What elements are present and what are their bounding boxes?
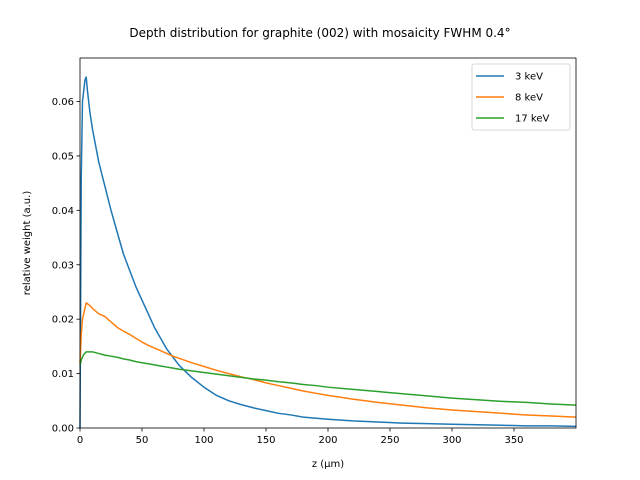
plot-lines — [79, 76, 577, 429]
x-axis-ticks: 0 50 100 150 200 250 300 350 — [77, 428, 524, 446]
y-tick-label: 0.05 — [52, 151, 74, 162]
y-axis-ticks: 0.00 0.01 0.02 0.03 0.04 0.05 0.06 — [52, 97, 80, 435]
legend-box — [471, 63, 571, 131]
y-tick-label: 0.00 — [52, 424, 74, 435]
x-tick-label: 50 — [136, 435, 149, 446]
legend: 3 keV 8 keV 17 keV — [471, 63, 571, 131]
series-line-1 — [79, 302, 577, 418]
y-tick-label: 0.06 — [52, 97, 74, 108]
series-line-0 — [79, 76, 577, 429]
series-line-2 — [79, 351, 577, 406]
x-tick-label: 350 — [504, 435, 523, 446]
x-tick-label: 100 — [194, 435, 213, 446]
legend-label-2: 17 keV — [515, 114, 549, 125]
x-tick-label: 200 — [318, 435, 337, 446]
chart-title: Depth distribution for graphite (002) wi… — [129, 26, 510, 40]
legend-label-0: 3 keV — [515, 72, 543, 83]
y-tick-label: 0.03 — [52, 260, 74, 271]
y-tick-label: 0.04 — [52, 206, 74, 217]
x-tick-label: 0 — [77, 435, 83, 446]
legend-label-1: 8 keV — [515, 93, 543, 104]
x-tick-label: 150 — [256, 435, 275, 446]
x-tick-label: 250 — [380, 435, 399, 446]
y-tick-label: 0.01 — [52, 369, 74, 380]
y-axis-label: relative weight (a.u.) — [22, 191, 33, 296]
x-axis-label: z (µm) — [312, 459, 344, 470]
y-tick-label: 0.02 — [52, 315, 74, 326]
x-tick-label: 300 — [442, 435, 461, 446]
